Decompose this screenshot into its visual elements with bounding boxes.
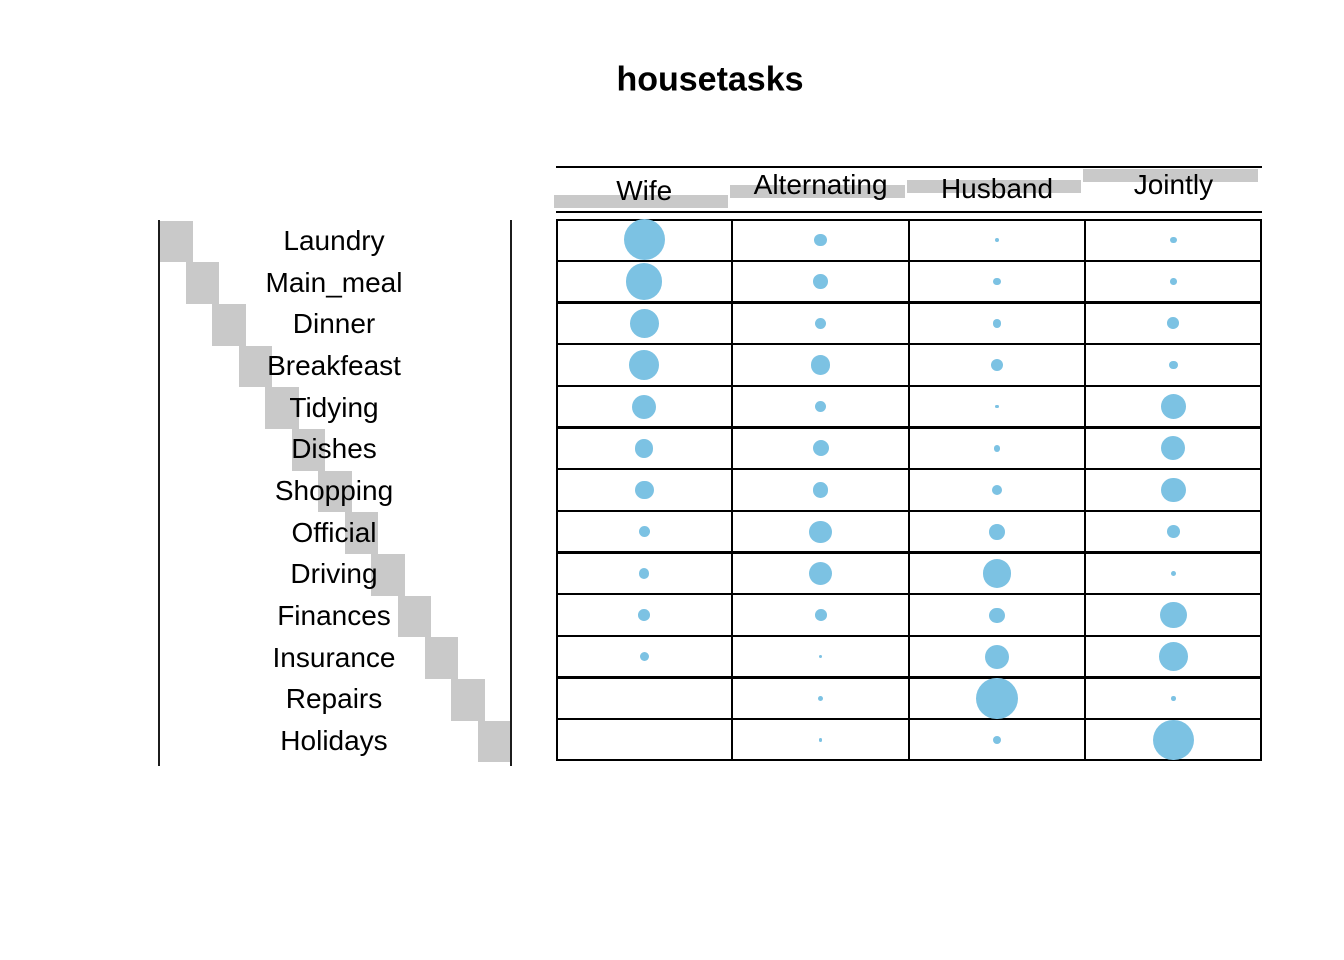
balloon-driving-husband [982,559,1012,588]
col-highlight-bar-jointly [1083,169,1258,182]
chart-title: housetasks [616,60,804,99]
balloon-finances-husband [989,607,1005,623]
row-label-main_meal: Main_meal [265,266,403,298]
row-label-finances: Finances [277,600,391,632]
header-top-rule [556,166,1262,169]
balloon-breakfeast-jointly [1169,360,1178,370]
balloon-dishes-alternating [812,440,829,457]
col-label-jointly: Jointly [1133,168,1214,200]
row-highlight-square-laundry [159,220,193,263]
balloon-main_meal-husband [993,277,1001,286]
balloon-main_meal-jointly [1170,278,1177,285]
balloon-holidays-alternating [818,738,823,742]
row-highlight-square-tidying [265,387,299,429]
balloon-dinner-alternating [815,317,827,329]
balloon-insurance-jointly [1158,642,1188,672]
balloon-shopping-jointly [1161,477,1186,503]
balloon-main_meal-wife [625,263,663,300]
balloon-finances-jointly [1160,601,1187,629]
row-label-dinner: Dinner [292,308,376,340]
row-panel-left-line [158,220,160,766]
balloon-shopping-husband [992,485,1002,495]
balloon-dinner-wife [629,308,659,338]
col-label-wife: Wife [616,175,673,206]
balloon-shopping-alternating [812,482,829,498]
col-highlight-bar-alternating [730,184,905,198]
row-label-dishes: Dishes [291,433,377,465]
balloon-breakfeast-husband [990,358,1004,372]
row-highlight-square-main_meal [185,262,220,304]
balloon-dishes-wife [634,438,654,458]
row-highlight-square-repairs [451,679,485,721]
balloon-finances-alternating [814,609,827,621]
balloon-laundry-jointly [1170,236,1177,244]
grid-col-line [1084,219,1087,761]
balloon-shopping-wife [634,480,654,500]
row-label-tidying: Tidying [289,391,379,423]
row-label-laundry: Laundry [283,224,385,256]
balloon-official-jointly [1167,525,1180,539]
grid-col-line [907,219,910,761]
balloon-main_meal-alternating [813,274,828,289]
row-label-holidays: Holidays [280,725,388,757]
balloon-holidays-husband [992,736,1002,745]
row-highlight-square-shopping [318,470,352,513]
balloon-dinner-husband [992,318,1002,328]
balloon-driving-jointly [1170,570,1177,577]
col-highlight-bar-husband [906,180,1082,193]
balloon-insurance-alternating [818,655,823,659]
balloon-tidying-husband [995,404,999,409]
balloon-driving-wife [639,568,650,579]
row-panel-right-line [509,220,512,766]
balloon-tidying-alternating [815,401,827,413]
row-highlight-square-dinner [212,303,246,346]
balloon-tidying-jointly [1160,394,1186,420]
balloon-official-husband [989,523,1005,540]
balloon-dishes-husband [993,445,1001,452]
balloon-driving-alternating [808,561,833,586]
row-highlight-square-breakfeast [238,345,273,388]
row-label-shopping: Shopping [274,474,394,506]
row-highlight-square-holidays [477,720,512,763]
row-highlight-square-official [344,512,379,555]
balloon-dishes-jointly [1161,436,1186,461]
balloon-laundry-wife [623,219,665,261]
header-bottom-rule [556,211,1262,214]
balloon-holidays-jointly [1153,719,1194,761]
balloon-laundry-husband [994,237,1000,243]
row-highlight-square-driving [371,554,405,596]
balloon-repairs-alternating [817,695,824,702]
row-label-breakfeast: Breakfeast [267,349,401,381]
row-highlight-square-finances [397,595,432,638]
balloon-insurance-husband [985,644,1009,669]
balloon-laundry-alternating [814,233,827,246]
balloon-repairs-jointly [1171,696,1176,701]
balloon-dinner-jointly [1167,317,1180,330]
balloon-tidying-wife [632,394,657,419]
balloon-repairs-husband [976,677,1018,720]
balloon-finances-wife [638,609,651,621]
row-label-repairs: Repairs [285,683,383,715]
balloon-official-alternating [809,520,832,543]
row-label-driving: Driving [290,558,378,590]
row-highlight-square-insurance [424,637,458,680]
balloon-breakfeast-alternating [810,355,831,375]
col-label-husband: Husband [940,173,1054,204]
grid-col-line [731,219,734,761]
balloon-official-wife [638,525,650,538]
row-highlight-square-dishes [291,428,326,471]
col-highlight-bar-wife [554,195,729,208]
row-label-insurance: Insurance [272,641,396,673]
col-label-alternating: Alternating [753,169,888,200]
balloon-breakfeast-wife [629,350,660,380]
balloon-insurance-wife [639,652,649,662]
row-label-official: Official [291,516,377,548]
